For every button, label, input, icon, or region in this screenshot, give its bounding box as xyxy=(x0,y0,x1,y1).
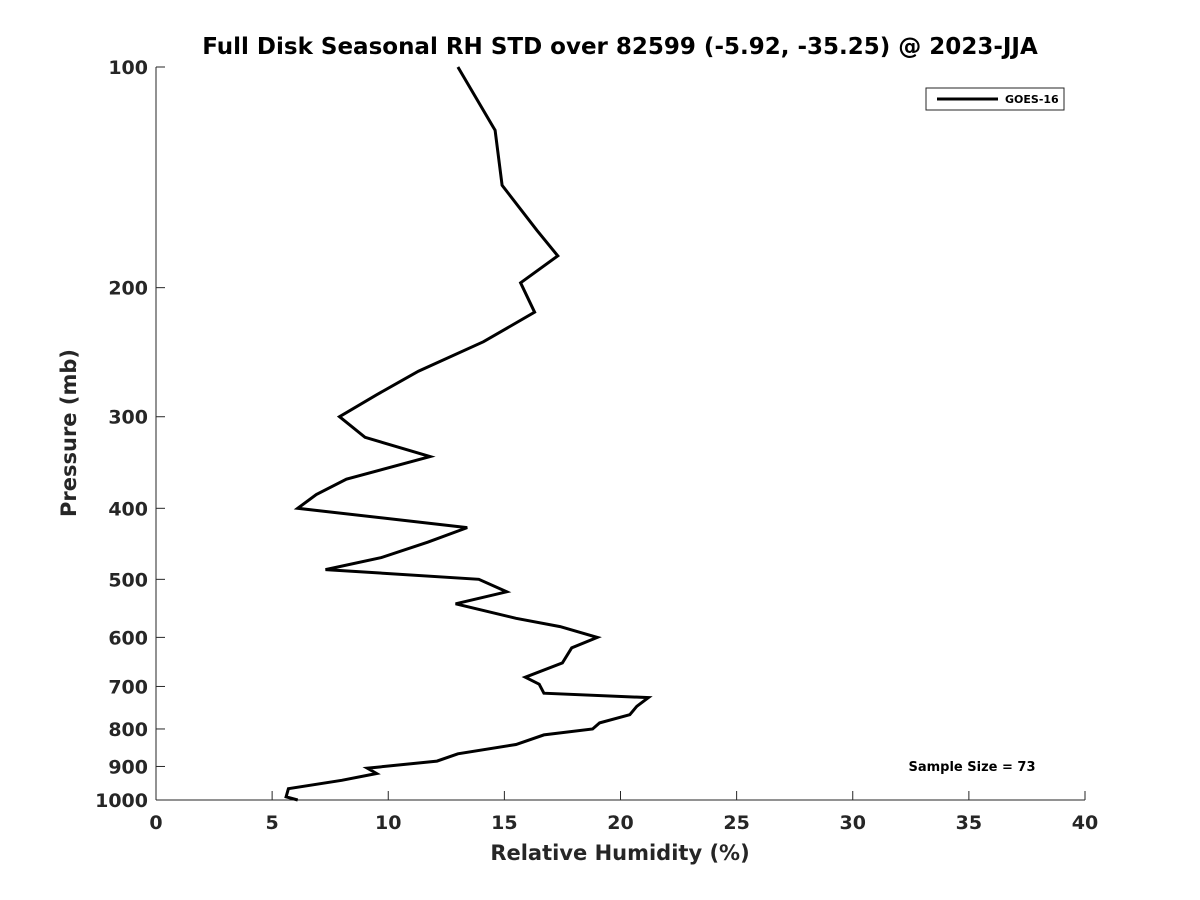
y-axis-label: Pressure (mb) xyxy=(57,349,81,517)
y-tick-label: 1000 xyxy=(95,790,148,812)
x-tick-label: 40 xyxy=(1072,812,1098,834)
series-line-goes-16 xyxy=(284,66,653,802)
y-tick-label: 400 xyxy=(108,498,148,520)
x-ticks: 0 5 10 15 20 25 30 35 40 xyxy=(149,791,1098,834)
y-tick-label: 200 xyxy=(108,278,148,300)
y-tick-label: 900 xyxy=(108,756,148,778)
sample-size-annotation: Sample Size = 73 xyxy=(908,760,1035,775)
x-tick-label: 0 xyxy=(149,812,162,834)
x-tick-label: 30 xyxy=(840,812,866,834)
chart-title: Full Disk Seasonal RH STD over 82599 (-5… xyxy=(202,34,1038,60)
x-tick-label: 5 xyxy=(266,812,279,834)
plot-area xyxy=(156,67,1085,800)
y-tick-label: 700 xyxy=(108,676,148,698)
y-tick-label: 100 xyxy=(108,57,148,79)
legend: GOES-16 xyxy=(925,87,1065,111)
y-tick-label: 300 xyxy=(108,407,148,429)
y-tick-label: 600 xyxy=(108,627,148,649)
x-tick-label: 35 xyxy=(956,812,982,834)
y-tick-label: 800 xyxy=(108,719,148,741)
legend-label: GOES-16 xyxy=(1005,93,1059,106)
x-tick-label: 10 xyxy=(375,812,401,834)
x-tick-label: 20 xyxy=(607,812,633,834)
x-axis-label: Relative Humidity (%) xyxy=(490,841,749,865)
y-tick-label: 500 xyxy=(108,569,148,591)
series-layer xyxy=(284,66,653,802)
x-tick-label: 25 xyxy=(723,812,749,834)
y-ticks: 100 200 300 400 500 600 700 800 900 1000 xyxy=(95,57,165,812)
x-tick-label: 15 xyxy=(491,812,517,834)
